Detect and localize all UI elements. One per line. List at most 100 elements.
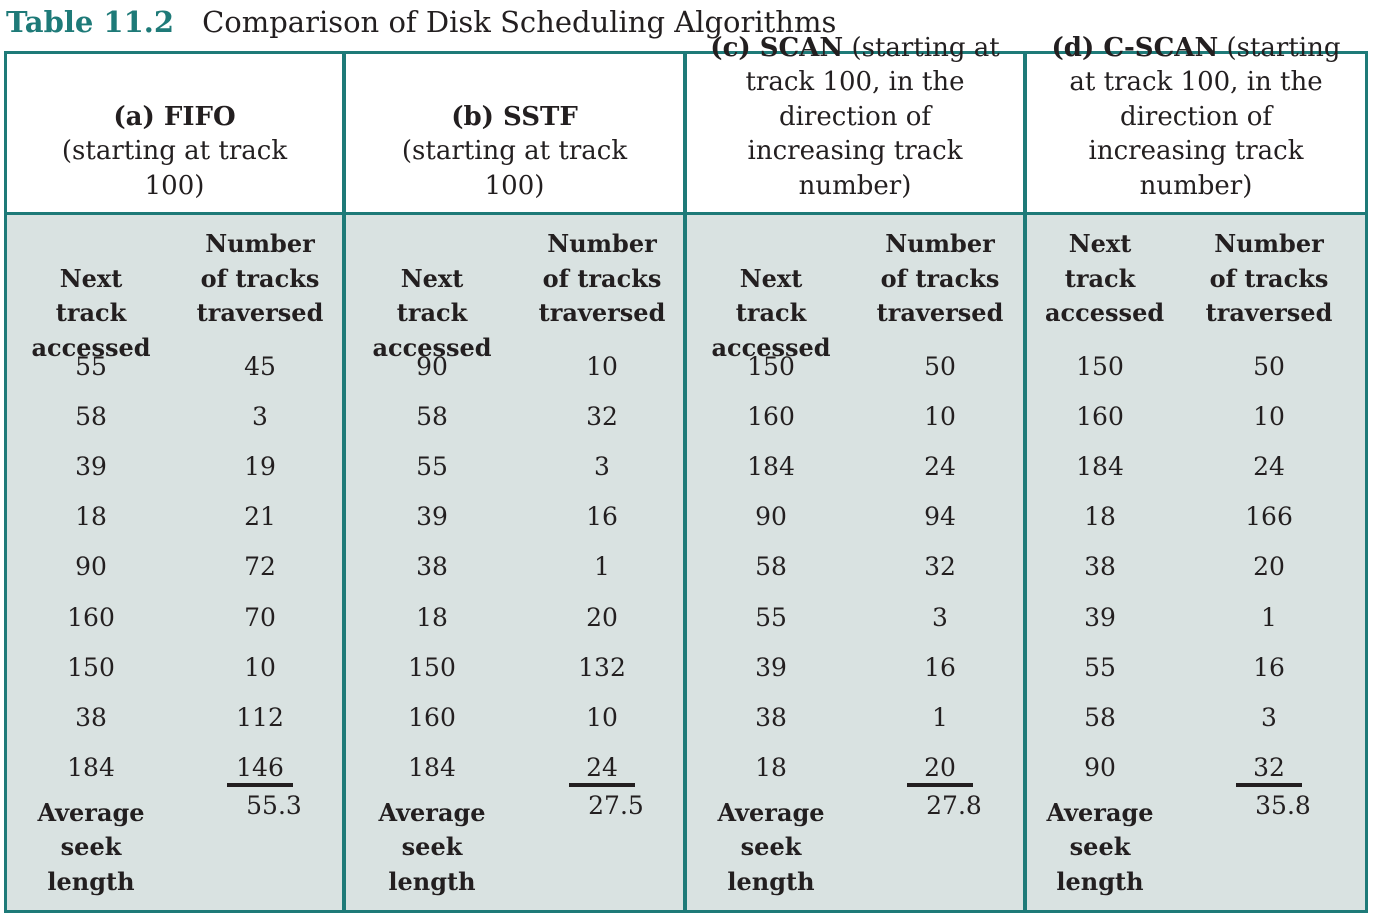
algorithm-header: (b) SSTF (starting at track 100) — [346, 54, 683, 212]
next-track-cell: 58 — [1084, 702, 1116, 732]
tracks-traversed-cell: 146 — [236, 752, 284, 782]
tracks-traversed-cell: 50 — [1253, 352, 1285, 381]
tracks-traversed-cell: 1 — [932, 702, 948, 732]
tracks-traversed-cell: 3 — [252, 402, 268, 432]
algorithm-header-text: (b) SSTF (starting at track 100) — [395, 100, 635, 204]
tracks-traversed-cell: 10 — [1253, 402, 1285, 432]
algorithm-column: (c) SCAN (starting at track 100, in the … — [687, 33, 1023, 910]
next-track-cell: 58 — [75, 402, 107, 432]
table-number: Table 11.2 — [6, 5, 175, 39]
sum-rule — [569, 782, 635, 787]
algorithm-column: (a) FIFO (starting at track 100) Next tra… — [7, 54, 342, 910]
algorithm-label: (b) SSTF — [451, 101, 578, 132]
next-track-header: Next track accessed — [1045, 229, 1165, 327]
algorithm-description: (starting at track 100, in the direction… — [745, 32, 1000, 201]
next-track-cell: 39 — [75, 452, 107, 482]
next-track-cell: 90 — [416, 352, 448, 381]
algorithm-label: (c) SCAN — [710, 32, 844, 63]
tracks-traversed-cell: 50 — [924, 352, 956, 381]
tracks-traversed-cell: 32 — [586, 402, 618, 432]
algorithm-label: (d) C-SCAN — [1051, 32, 1219, 63]
tracks-traversed-header: Number of tracks traversed — [196, 229, 324, 327]
tracks-traversed-cell: 70 — [244, 602, 276, 632]
next-track-cell: 184 — [747, 452, 795, 482]
average-seek-length-value: 27.5 — [588, 790, 644, 820]
next-track-cell: 90 — [75, 552, 107, 582]
algorithm-column: (b) SSTF (starting at track 100) Next tra… — [346, 54, 683, 910]
algorithm-header-text: (c) SCAN (starting at track 100, in the … — [710, 31, 1000, 204]
column-divider — [683, 54, 687, 910]
header-divider — [1027, 212, 1365, 215]
tracks-traversed-cell: 21 — [244, 502, 276, 532]
algorithm-body: Next track accessed Number of tracks trav… — [1027, 215, 1365, 910]
average-seek-length-label: Average seek length — [37, 797, 145, 896]
average-seek-length-value: 55.3 — [246, 790, 302, 820]
column-divider — [342, 54, 346, 910]
algorithm-description: (starting at track 100) — [401, 136, 628, 201]
tracks-traversed-cell: 20 — [586, 602, 618, 632]
algorithm-header-text: (a) FIFO (starting at track 100) — [55, 100, 295, 204]
sum-rule — [1236, 782, 1302, 787]
tracks-traversed-cell: 24 — [1253, 452, 1285, 482]
next-track-header: Next track accessed — [372, 263, 492, 362]
table-caption: Table 11.2 Comparison of Disk Scheduling … — [6, 2, 836, 42]
next-track-cell: 58 — [755, 552, 787, 582]
tracks-traversed-cell: 112 — [236, 702, 284, 732]
next-track-header: Next track accessed — [711, 263, 831, 362]
next-track-cell: 160 — [1076, 402, 1124, 432]
tracks-traversed-cell: 72 — [244, 552, 276, 582]
next-track-cell: 18 — [416, 602, 448, 632]
algorithm-label: (a) FIFO — [113, 101, 236, 132]
tracks-traversed-cell: 1 — [594, 552, 610, 582]
tracks-traversed-cell: 24 — [586, 752, 618, 782]
algorithm-body: Next track accessed Number of tracks trav… — [346, 215, 683, 910]
column-divider — [1023, 54, 1027, 910]
next-track-cell: 90 — [1084, 752, 1116, 782]
next-track-cell: 38 — [416, 552, 448, 582]
next-track-cell: 150 — [747, 352, 795, 381]
sum-rule — [227, 782, 293, 787]
algorithm-header-text: (d) C-SCAN (starting at track 100, in th… — [1051, 31, 1341, 204]
tracks-traversed-header: Number of tracks traversed — [876, 229, 1004, 327]
average-seek-length-label: Average seek length — [1046, 797, 1154, 896]
tracks-traversed-cell: 16 — [1253, 652, 1285, 682]
tracks-traversed-cell: 16 — [586, 502, 618, 532]
tracks-traversed-cell: 3 — [932, 602, 948, 632]
tracks-traversed-header: Number of tracks traversed — [1205, 229, 1333, 327]
header-divider — [346, 212, 683, 215]
next-track-cell: 184 — [1076, 452, 1124, 482]
next-track-cell: 90 — [755, 502, 787, 532]
tracks-traversed-cell: 32 — [1253, 752, 1285, 782]
tracks-traversed-cell: 3 — [594, 452, 610, 482]
next-track-cell: 39 — [1084, 602, 1116, 632]
next-track-cell: 18 — [755, 752, 787, 782]
algorithm-body: Next track accessed Number of tracks trav… — [687, 215, 1023, 910]
next-track-cell: 39 — [755, 652, 787, 682]
tracks-traversed-cell: 3 — [1261, 702, 1277, 732]
next-track-cell: 184 — [67, 752, 115, 782]
algorithm-body: Next track accessed Number of tracks trav… — [7, 215, 342, 910]
next-track-cell: 160 — [67, 602, 115, 632]
average-seek-length-label: Average seek length — [378, 797, 486, 896]
tracks-traversed-cell: 24 — [924, 452, 956, 482]
next-track-cell: 150 — [1076, 352, 1124, 381]
header-divider — [687, 212, 1023, 215]
next-track-cell: 150 — [67, 652, 115, 682]
tracks-traversed-cell: 132 — [578, 652, 626, 682]
table-title: Comparison of Disk Scheduling Algorithms — [202, 5, 837, 39]
tracks-traversed-cell: 10 — [244, 652, 276, 682]
tracks-traversed-header: Number of tracks traversed — [538, 229, 666, 327]
algorithm-column: (d) C-SCAN (starting at track 100, in th… — [1027, 33, 1365, 910]
average-seek-length-value: 27.8 — [926, 790, 982, 820]
next-track-cell: 160 — [747, 402, 795, 432]
next-track-cell: 38 — [755, 702, 787, 732]
tracks-traversed-cell: 94 — [924, 502, 956, 532]
sum-rule — [907, 782, 973, 787]
disk-scheduling-table: (a) FIFO (starting at track 100) Next tra… — [4, 33, 1368, 913]
tracks-traversed-cell: 20 — [924, 752, 956, 782]
algorithm-header: (c) SCAN (starting at track 100, in the … — [687, 33, 1023, 212]
next-track-cell: 58 — [416, 402, 448, 432]
next-track-cell: 38 — [75, 702, 107, 732]
next-track-cell: 55 — [755, 602, 787, 632]
next-track-cell: 18 — [75, 502, 107, 532]
